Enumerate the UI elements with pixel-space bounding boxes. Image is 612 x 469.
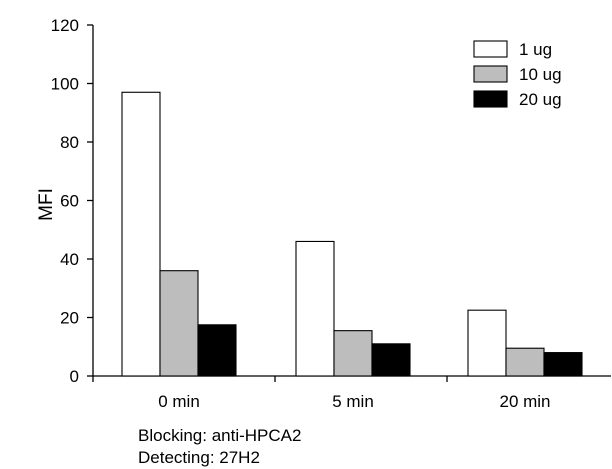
bar-1-ug-5-min: [295, 240, 335, 377]
x-tick-label: 20 min: [499, 392, 550, 411]
x-tick-label: 0 min: [158, 392, 200, 411]
bar-10-ug-0-min: [159, 270, 199, 377]
y-tick-label: 40: [60, 250, 79, 269]
legend-label: 1 ug: [519, 40, 552, 59]
blocking-note: Blocking: anti-HPCA2: [138, 426, 302, 445]
y-axis-title: MFI: [36, 188, 57, 221]
y-tick-label: 100: [51, 75, 79, 94]
y-tick-label: 0: [70, 367, 79, 386]
bar-10-ug-20-min: [505, 347, 545, 377]
legend-swatch-10-ug: [473, 65, 508, 83]
bar-20-ug-5-min: [371, 343, 411, 377]
y-tick-label: 80: [60, 133, 79, 152]
y-tick-label: 60: [60, 192, 79, 211]
bar-1-ug-0-min: [121, 91, 161, 377]
plot-area: 0 20 40 60 80 100 120 MFI 0 min 5 min 20 min: [36, 16, 611, 411]
bar-20-ug-0-min: [197, 324, 237, 377]
bar-1-ug-20-min: [467, 309, 507, 377]
legend: 1 ug 10 ug 20 ug: [473, 40, 562, 109]
bar-10-ug-5-min: [333, 330, 373, 377]
y-tick-label: 20: [60, 309, 79, 328]
legend-label: 20 ug: [519, 90, 562, 109]
y-tick-label: 120: [51, 16, 79, 35]
x-tick-label: 5 min: [332, 392, 374, 411]
legend-swatch-20-ug: [473, 90, 508, 108]
legend-label: 10 ug: [519, 65, 562, 84]
detecting-note: Detecting: 27H2: [138, 448, 260, 467]
legend-swatch-1-ug: [473, 40, 508, 58]
bar-20-ug-20-min: [543, 352, 583, 377]
